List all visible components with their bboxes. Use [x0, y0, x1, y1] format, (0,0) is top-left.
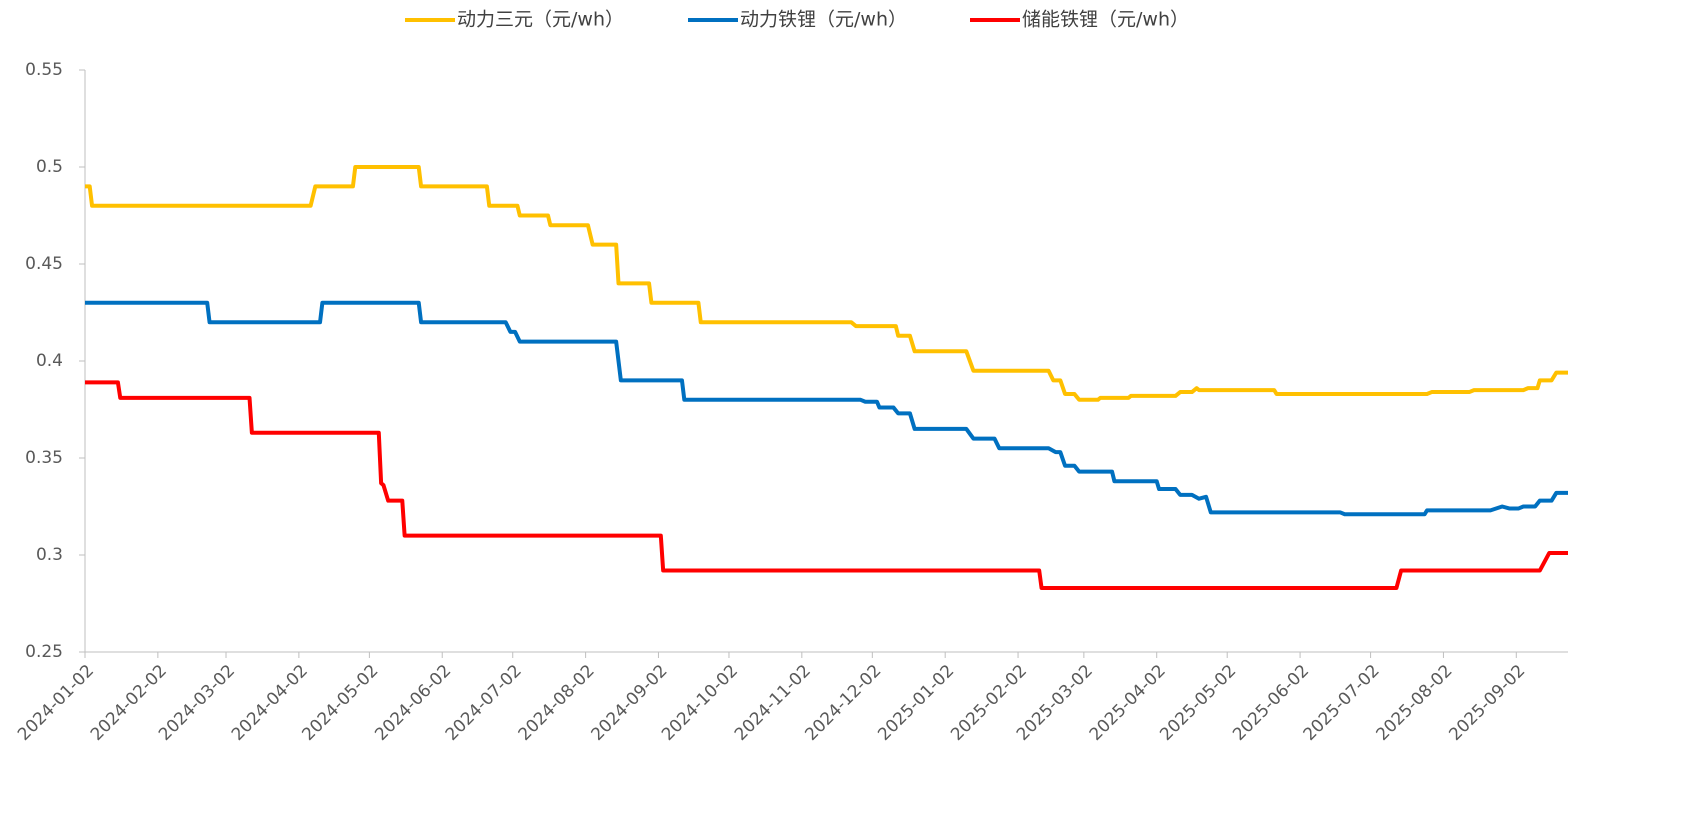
x-tick-label: 2025-05-02 — [1156, 661, 1240, 745]
y-tick-label: 0.25 — [25, 642, 63, 662]
x-tick-label: 2025-07-02 — [1300, 661, 1384, 745]
y-tick-label: 0.4 — [36, 351, 63, 371]
x-tick-label: 2024-08-02 — [515, 661, 599, 745]
y-tick-label: 0.35 — [25, 448, 63, 468]
y-tick-label: 0.5 — [36, 157, 63, 177]
y-tick-label: 0.55 — [25, 60, 63, 80]
y-tick-label: 0.3 — [36, 545, 63, 565]
legend-label: 动力三元（元/wh） — [457, 9, 624, 31]
x-tick-label: 2024-10-02 — [658, 661, 742, 745]
series-line — [85, 165, 1568, 402]
x-tick-label: 2025-01-02 — [874, 661, 958, 745]
x-tick-label: 2024-05-02 — [298, 661, 382, 745]
x-tick-label: 2024-12-02 — [801, 661, 885, 745]
series-line — [85, 300, 1568, 517]
legend-label: 储能铁锂（元/wh） — [1022, 9, 1189, 31]
legend-label: 动力铁锂（元/wh） — [740, 9, 907, 31]
x-tick-label: 2025-09-02 — [1445, 661, 1529, 745]
x-tick-label: 2024-07-02 — [442, 661, 526, 745]
y-tick-label: 0.45 — [25, 254, 63, 274]
series-line — [85, 380, 1568, 590]
x-tick-label: 2024-01-02 — [14, 661, 98, 745]
x-tick-label: 2025-08-02 — [1373, 661, 1457, 745]
